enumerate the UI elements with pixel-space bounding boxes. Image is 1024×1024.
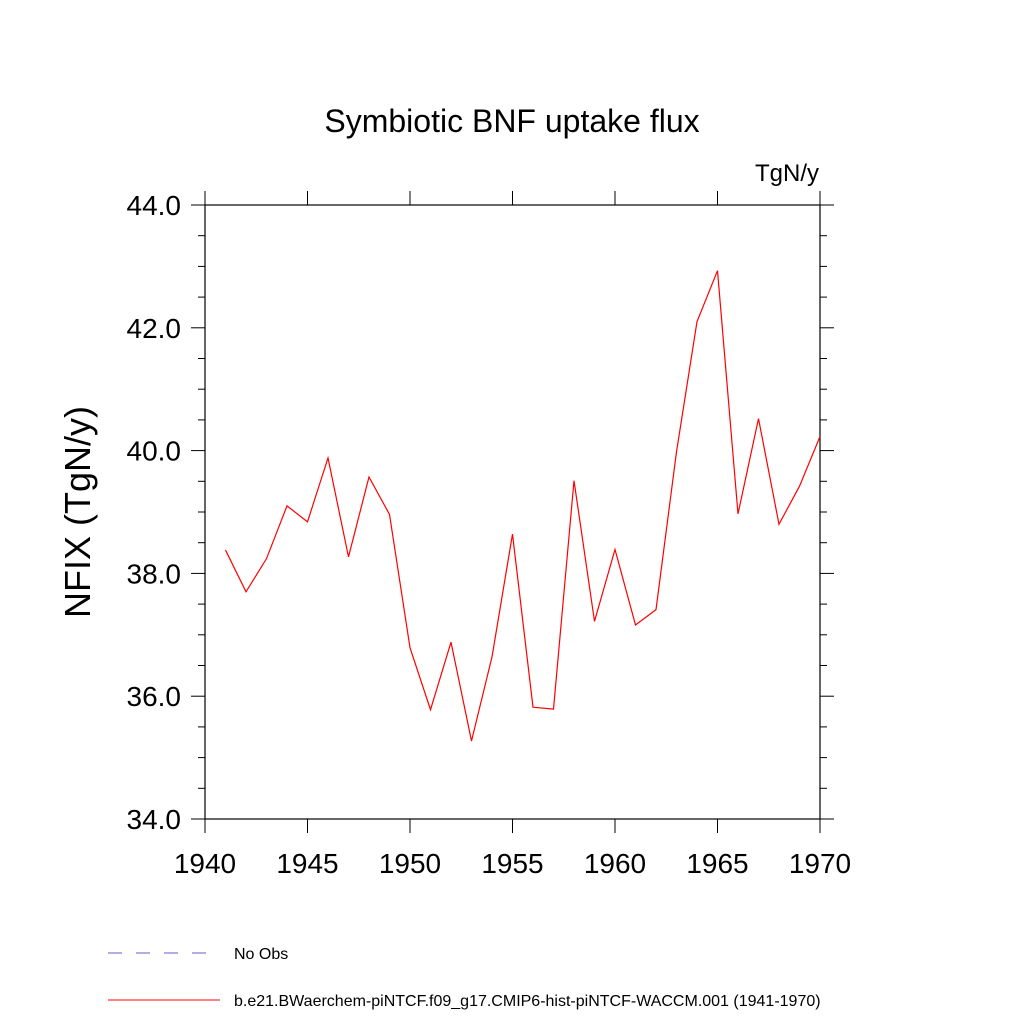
plot-frame <box>204 204 821 820</box>
y-tick-label: 38.0 <box>127 558 182 589</box>
units-label: TgN/y <box>755 160 819 187</box>
y-tick-label: 40.0 <box>127 436 182 467</box>
x-tick-label: 1960 <box>584 848 646 879</box>
x-tick-label: 1945 <box>276 848 338 879</box>
x-tick-label: 1940 <box>174 848 236 879</box>
x-tick-label: 1965 <box>686 848 748 879</box>
series-line-0 <box>224 270 821 742</box>
x-tick-label: 1955 <box>481 848 543 879</box>
y-tick-label: 36.0 <box>127 681 182 712</box>
y-tick-label: 42.0 <box>127 313 182 344</box>
legend-label-0: No Obs <box>234 946 288 963</box>
x-tick-label: 1970 <box>789 848 851 879</box>
legend: No Obs b.e21.BWaerchem-piNTCF.f09_g17.CMI… <box>108 946 821 1010</box>
y-tick-label: 44.0 <box>127 190 182 221</box>
y-axis-label: NFIX (TgN/y) <box>57 406 98 618</box>
plot-area: 1940 1945 1950 1955 1960 1965 1970 34.0 36.0 38.0… <box>127 190 852 879</box>
x-tick-label: 1950 <box>379 848 441 879</box>
chart-title: Symbiotic BNF uptake flux <box>324 103 699 139</box>
y-tick-label: 34.0 <box>127 804 182 835</box>
legend-label-1: b.e21.BWaerchem-piNTCF.f09_g17.CMIP6-his… <box>234 993 821 1010</box>
